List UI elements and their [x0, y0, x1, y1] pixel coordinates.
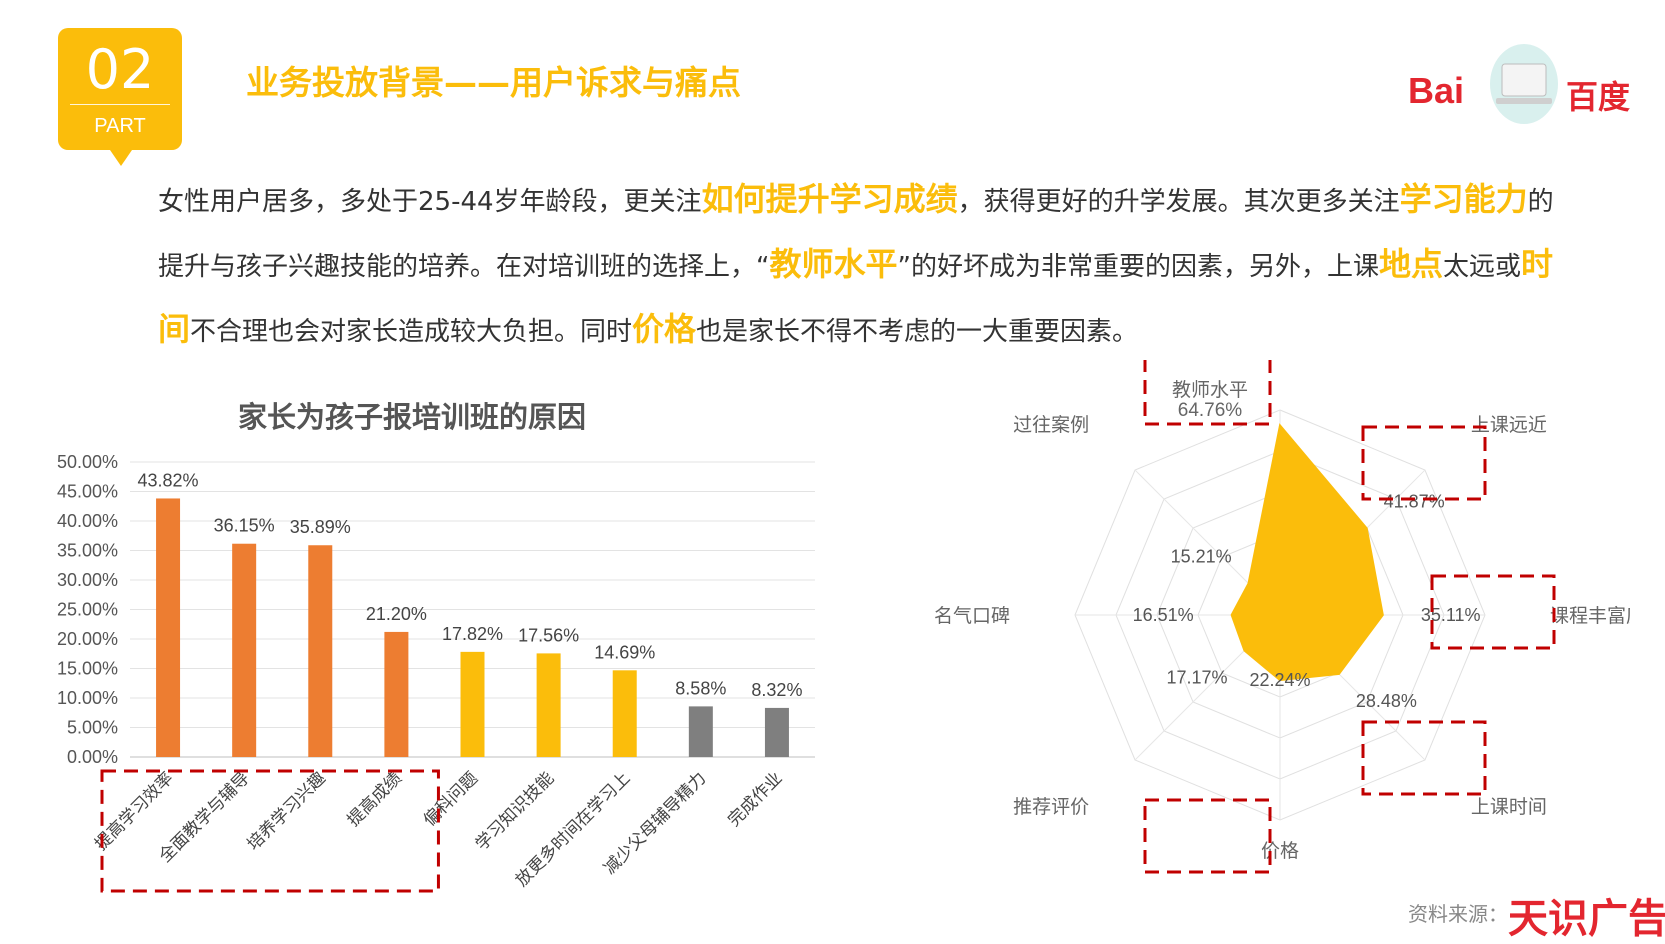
- logo-text-bai: Bai: [1408, 70, 1465, 111]
- x-tick-label: 学习知识技能: [472, 768, 558, 854]
- y-tick-label: 25.00%: [57, 600, 118, 620]
- highlight-box: [1430, 574, 1556, 650]
- highlight-box: [1143, 360, 1272, 426]
- highlight-box: [100, 769, 440, 893]
- bar-value-label: 35.89%: [290, 517, 351, 537]
- radar-axis-label: 课程丰富度: [1550, 605, 1630, 627]
- radar-value-label: 28.48%: [1356, 691, 1417, 711]
- radar-top-axis-label: 教师水平: [1172, 379, 1248, 401]
- radar-chart: 41.87% 35.11% 28.48% 22.24% 17.17% 16.51% 15.2…: [934, 360, 1630, 874]
- summary-highlight: 时间: [158, 245, 1554, 348]
- bar: [688, 706, 713, 757]
- part-label: PART: [94, 115, 146, 137]
- y-tick-label: 10.00%: [57, 688, 118, 708]
- summary-text: ”的好坏成为非常重要的因素，另外，上课: [897, 252, 1379, 282]
- summary-paragraph: 女性用户居多，多处于25-44岁年龄段，更关注如何提升学习成绩，获得更好的升学发…: [158, 168, 1578, 363]
- part-badge: 02 PART: [58, 28, 182, 166]
- bar-value-label: 21.20%: [366, 604, 427, 624]
- bar: [308, 545, 333, 757]
- y-tick-label: 45.00%: [57, 482, 118, 502]
- y-tick-label: 15.00%: [57, 659, 118, 679]
- radar-value-label: 16.51%: [1133, 605, 1194, 625]
- highlight-box: [1361, 720, 1487, 796]
- bar: [460, 651, 485, 757]
- bar-chart: 0.00% 5.00% 10.00% 15.00% 20.00% 25.00% 30.00%…: [57, 452, 815, 893]
- radar-axis-label: 上课远近: [1471, 414, 1547, 436]
- highlight-box: [1361, 425, 1487, 501]
- baidu-logo: Bai 百度: [1400, 38, 1640, 128]
- summary-highlight: 学习能力: [1399, 180, 1528, 218]
- x-tick-label: 提高成绩: [344, 768, 406, 830]
- bar: [384, 631, 409, 757]
- source-note: 资料来源：: [1408, 902, 1508, 926]
- radar-value-label: 41.87%: [1384, 491, 1445, 511]
- bar-value-label: 14.69%: [594, 642, 655, 662]
- summary-text: 女性用户居多，多处于25-44岁年龄段，更关注: [158, 187, 702, 217]
- bar-value-label: 43.82%: [138, 470, 199, 490]
- x-tick-label: 培养学习兴趣: [244, 768, 330, 854]
- radar-value-label: 35.11%: [1421, 605, 1481, 625]
- summary-highlight: 如何提升学习成绩: [701, 180, 958, 218]
- bar-chart-title: 家长为孩子报培训班的原因: [238, 400, 587, 434]
- radar-axis-label: 价格: [1261, 840, 1299, 862]
- bar-value-label: 36.15%: [214, 516, 275, 536]
- radar-axis-label: 名气口碑: [934, 605, 1010, 627]
- bar: [156, 498, 181, 757]
- bar-value-label: 17.56%: [518, 625, 579, 645]
- summary-highlight: 价格: [632, 310, 697, 348]
- part-divider: [70, 104, 170, 105]
- radar-area: [1230, 423, 1384, 682]
- radar-value-label: 17.17%: [1167, 667, 1228, 687]
- y-tick-label: 20.00%: [57, 629, 118, 649]
- bar-value-label: 8.32%: [751, 680, 802, 700]
- x-tick-label: 完成作业: [724, 768, 786, 830]
- y-tick-label: 50.00%: [57, 452, 118, 472]
- bar: [764, 707, 789, 757]
- bar: [232, 543, 257, 757]
- highlight-box: [1143, 798, 1272, 874]
- x-tick-label: 提高学习效率: [91, 768, 177, 854]
- summary-text: 不合理也会对家长造成较大负担。同时: [190, 317, 633, 347]
- summary-text: ，获得更好的升学发展。其次更多关注: [957, 187, 1400, 217]
- x-tick-label: 偏科问题: [420, 768, 482, 830]
- y-tick-label: 0.00%: [67, 747, 118, 767]
- radar-axis-label: 过往案例: [1013, 414, 1089, 436]
- radar-value-label: 15.21%: [1171, 547, 1232, 567]
- y-tick-label: 30.00%: [57, 570, 118, 590]
- summary-highlight: 地点: [1378, 245, 1443, 283]
- radar-value-label: 22.24%: [1249, 670, 1310, 690]
- summary-text: 也是家长不得不考虑的一大重要因素。: [696, 317, 1139, 347]
- summary-text: 的提升与孩子兴趣技能的培养。在对培训班的选择上，“: [158, 187, 1554, 282]
- laptop-icon: [1490, 44, 1558, 124]
- summary-text: 太远或: [1443, 252, 1522, 282]
- watermark: 天识广告: [1508, 896, 1665, 942]
- y-tick-label: 5.00%: [67, 718, 118, 738]
- bar-value-label: 8.58%: [675, 678, 726, 698]
- y-tick-label: 35.00%: [57, 541, 118, 561]
- radar-top-value-label: 64.76%: [1178, 400, 1243, 421]
- bar: [612, 670, 637, 757]
- logo-text-baidu: 百度: [1566, 78, 1631, 116]
- page-title: 业务投放背景——用户诉求与痛点: [246, 63, 741, 102]
- bar: [536, 653, 561, 757]
- y-tick-label: 40.00%: [57, 511, 118, 531]
- radar-axis-label: 推荐评价: [1013, 796, 1089, 818]
- summary-highlight: 教师水平: [769, 245, 898, 283]
- part-number: 02: [85, 38, 155, 101]
- bar-value-label: 17.82%: [442, 624, 503, 644]
- radar-axis-label: 上课时间: [1471, 796, 1547, 818]
